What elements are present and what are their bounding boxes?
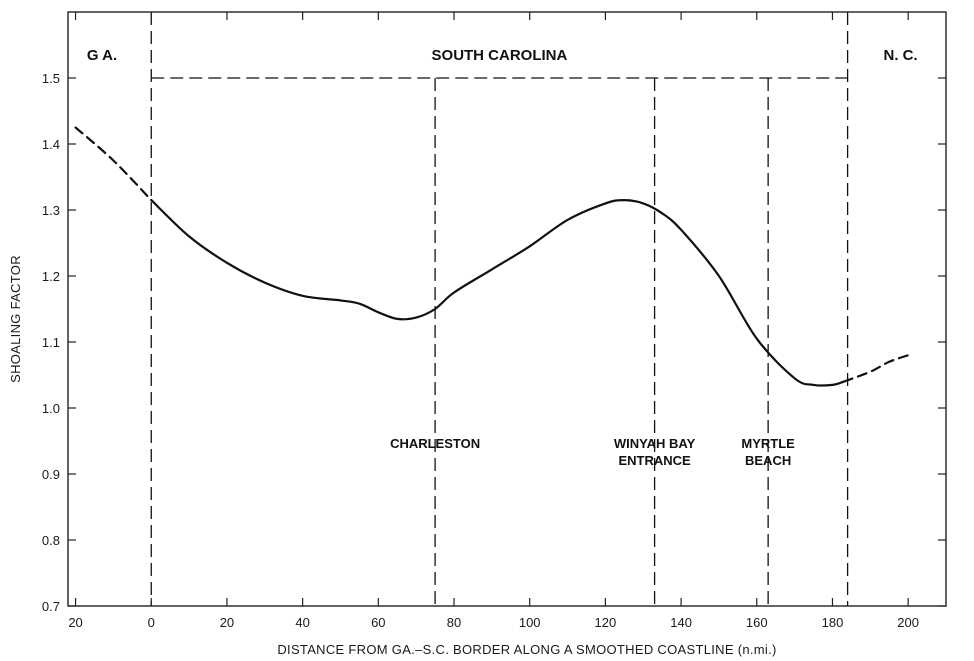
x-tick-label: 140 <box>670 615 692 630</box>
x-tick-label: 160 <box>746 615 768 630</box>
x-tick-label: 20 <box>220 615 234 630</box>
location-markers <box>434 78 769 606</box>
x-tick-label: 60 <box>371 615 385 630</box>
myrtle-beach-label: BEACH <box>745 453 791 468</box>
y-axis-ticks: 0.7 0.8 0.9 1.0 1.1 1.2 1.3 1.4 1.5 <box>42 71 946 614</box>
y-tick-label: 0.8 <box>42 533 60 548</box>
region-label: G A. <box>87 47 117 64</box>
x-axis-label: DISTANCE FROM GA.–S.C. BORDER ALONG A SM… <box>277 642 776 657</box>
region-label: N. C. <box>884 47 918 64</box>
y-tick-label: 1.1 <box>42 335 60 350</box>
y-tick-label: 1.4 <box>42 137 60 152</box>
winyah-bay-entrance-label: ENTRANCE <box>618 453 691 468</box>
y-tick-label: 1.5 <box>42 71 60 86</box>
myrtle-beach-label: MYRTLE <box>741 436 795 451</box>
y-tick-label: 1.0 <box>42 401 60 416</box>
region-label: SOUTH CAROLINA <box>432 47 568 64</box>
x-tick-label: 40 <box>295 615 309 630</box>
x-tick-label: 80 <box>447 615 461 630</box>
plot-frame <box>67 11 947 607</box>
x-tick-label: 20 <box>68 615 82 630</box>
x-tick-label: 120 <box>595 615 617 630</box>
region-boundaries <box>150 12 849 606</box>
y-tick-label: 1.2 <box>42 269 60 284</box>
x-tick-label: 180 <box>822 615 844 630</box>
y-tick-label: 0.7 <box>42 599 60 614</box>
x-tick-label: 0 <box>148 615 155 630</box>
x-axis-ticks: 20 0 20 40 60 80 100 120 140 160 180 200 <box>68 12 919 630</box>
series-line-solid-1 <box>150 198 845 387</box>
y-tick-label: 0.9 <box>42 467 60 482</box>
data-series <box>74 126 910 387</box>
winyah-bay-entrance-label: WINYAH BAY <box>614 436 696 451</box>
y-tick-label: 1.3 <box>42 203 60 218</box>
plot-border <box>67 11 947 607</box>
x-tick-label: 200 <box>897 615 919 630</box>
x-tick-label: 100 <box>519 615 541 630</box>
text-labels: G A. SOUTH CAROLINA N. C. CHARLESTON WINYAH … <box>87 47 918 468</box>
series-line-dashed-2 <box>842 354 910 383</box>
y-axis-label: SHOALING FACTOR <box>8 255 23 383</box>
series-line-dashed-0 <box>74 126 153 202</box>
charleston-label: CHARLESTON <box>390 436 480 451</box>
